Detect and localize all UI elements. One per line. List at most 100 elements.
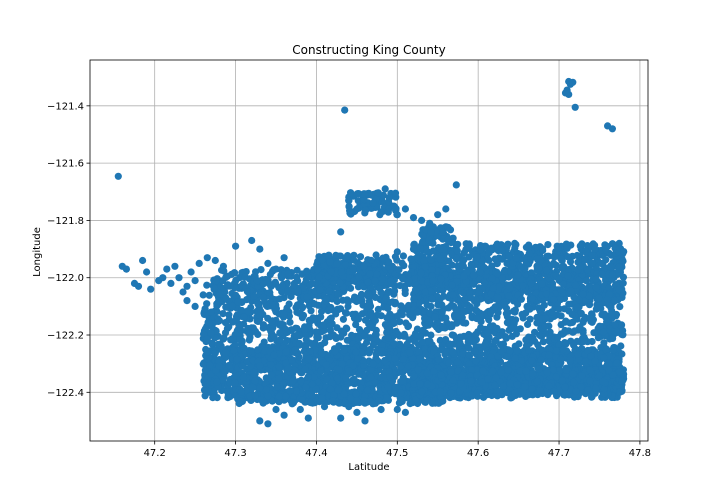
data-point — [596, 322, 604, 330]
data-point — [347, 394, 355, 402]
data-point — [519, 282, 527, 290]
data-point — [233, 355, 241, 363]
data-point — [595, 294, 603, 302]
data-point — [222, 349, 230, 357]
data-point — [360, 332, 368, 340]
data-point — [592, 384, 600, 392]
data-point — [452, 254, 460, 262]
data-point — [343, 325, 351, 333]
data-point — [345, 367, 353, 375]
data-point — [228, 302, 236, 310]
data-point — [465, 351, 473, 359]
data-point — [421, 288, 429, 296]
data-point — [213, 378, 221, 386]
data-point — [559, 280, 568, 288]
data-point — [619, 331, 627, 339]
data-point — [415, 299, 423, 307]
data-point — [518, 310, 526, 318]
data-point — [344, 298, 352, 306]
data-point — [332, 251, 340, 259]
data-point — [511, 244, 519, 252]
data-point — [535, 331, 544, 339]
data-point — [386, 373, 394, 381]
data-point — [517, 357, 526, 365]
data-point — [384, 334, 392, 342]
data-point — [406, 349, 414, 357]
data-point — [286, 318, 294, 326]
data-point — [397, 389, 405, 397]
data-point — [445, 359, 453, 367]
data-point — [352, 390, 360, 398]
data-point — [555, 340, 563, 348]
data-point — [539, 245, 547, 253]
data-point — [597, 259, 605, 267]
data-point — [611, 296, 619, 305]
data-point — [418, 338, 426, 346]
data-point — [353, 397, 361, 405]
data-point — [605, 284, 613, 292]
data-point — [545, 346, 554, 354]
data-point — [397, 362, 405, 371]
data-point — [278, 282, 286, 290]
data-point — [390, 318, 398, 326]
data-point — [270, 351, 278, 359]
data-point — [465, 244, 473, 252]
data-point — [291, 346, 299, 354]
data-point — [503, 319, 511, 327]
data-point — [284, 288, 292, 296]
data-point — [276, 336, 284, 344]
data-point — [471, 347, 479, 356]
data-point — [502, 334, 510, 342]
data-point — [338, 360, 346, 368]
data-point — [371, 316, 379, 325]
data-point — [421, 314, 429, 322]
data-point — [441, 350, 449, 358]
data-point — [343, 336, 351, 344]
data-point — [563, 244, 571, 252]
data-point — [557, 355, 565, 364]
data-point — [325, 251, 333, 259]
data-point — [391, 287, 399, 295]
data-point — [569, 370, 577, 378]
data-point — [266, 270, 274, 279]
data-point — [615, 286, 623, 294]
data-point — [282, 359, 290, 367]
data-point — [555, 275, 563, 283]
data-point — [275, 392, 283, 401]
data-point — [478, 378, 487, 386]
data-point — [236, 336, 244, 344]
data-point — [501, 300, 509, 308]
data-point — [570, 327, 579, 335]
data-point — [367, 373, 375, 381]
data-point — [230, 346, 238, 355]
data-point — [306, 330, 314, 338]
data-point — [249, 383, 257, 391]
data-point — [313, 333, 321, 341]
data-point — [576, 242, 584, 250]
data-point — [567, 287, 575, 295]
data-point — [524, 320, 532, 328]
data-point — [293, 273, 301, 281]
data-point — [468, 366, 476, 374]
data-point — [591, 245, 599, 253]
data-point — [394, 312, 402, 320]
data-point — [574, 350, 582, 358]
data-point — [309, 314, 317, 322]
data-point — [256, 362, 264, 370]
data-point — [300, 325, 309, 333]
data-point — [591, 357, 599, 365]
data-point — [301, 365, 309, 373]
data-point — [384, 304, 392, 312]
data-point — [308, 279, 316, 287]
data-point — [368, 324, 376, 332]
data-point — [449, 291, 457, 299]
data-point — [375, 397, 383, 405]
data-point — [491, 303, 499, 311]
data-point — [313, 266, 322, 274]
data-point — [408, 354, 417, 362]
data-point — [479, 367, 487, 375]
data-point — [454, 367, 462, 375]
data-point — [308, 391, 316, 400]
data-point — [283, 328, 291, 337]
data-point — [304, 373, 312, 381]
